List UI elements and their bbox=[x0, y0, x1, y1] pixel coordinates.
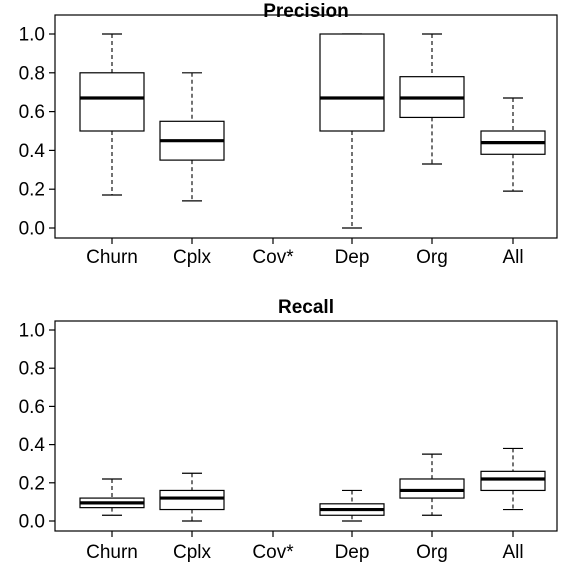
x-tick-label: Cplx bbox=[173, 542, 212, 563]
iqr-box bbox=[399, 478, 465, 499]
x-tick-label: All bbox=[502, 247, 523, 268]
x-tick-label: Cplx bbox=[173, 247, 212, 268]
iqr-box bbox=[159, 489, 225, 511]
y-tick-label: 1.0 bbox=[19, 321, 45, 342]
box-dep bbox=[319, 33, 385, 229]
x-tick-label: All bbox=[502, 542, 523, 563]
plot-frame bbox=[54, 14, 558, 239]
panel-recall: Recall 0.0 0.2 0.4 0.6 0.8 1.0 Churn Cplx Cov* Dep… bbox=[19, 297, 558, 563]
y-tick-label: 0.6 bbox=[19, 397, 45, 418]
iqr-box bbox=[79, 72, 145, 132]
y-tick-label: 0.6 bbox=[19, 102, 45, 123]
box-cplx bbox=[159, 472, 225, 522]
iqr-box bbox=[480, 470, 546, 492]
x-tick-label: Cov* bbox=[252, 247, 294, 268]
iqr-box bbox=[319, 33, 385, 132]
box-dep bbox=[319, 489, 385, 522]
y-tick-label: 0.0 bbox=[19, 512, 45, 533]
chart-title: Precision bbox=[263, 1, 349, 22]
y-tick-label: 1.0 bbox=[19, 25, 45, 46]
x-tick-label: Org bbox=[416, 542, 448, 563]
x-tick-label: Churn bbox=[86, 247, 138, 268]
panel-precision: Precision 0.0 0.2 0.4 0.6 0.8 1.0 Churn Cplx Cov*… bbox=[19, 1, 558, 268]
box-org bbox=[399, 33, 465, 165]
x-tick-label: Dep bbox=[335, 542, 370, 563]
y-tick-label: 0.8 bbox=[19, 63, 45, 84]
x-tick-label: Dep bbox=[335, 247, 370, 268]
box-all bbox=[480, 97, 546, 192]
chart-title: Recall bbox=[278, 297, 334, 318]
y-tick-label: 0.2 bbox=[19, 180, 45, 201]
x-tick-label: Churn bbox=[86, 542, 138, 563]
box-org bbox=[399, 453, 465, 516]
y-tick-label: 0.4 bbox=[19, 141, 46, 162]
box-churn bbox=[79, 478, 145, 516]
y-tick-label: 0.4 bbox=[19, 435, 46, 456]
box-cplx bbox=[159, 72, 225, 202]
box-all bbox=[480, 447, 546, 511]
y-tick-label: 0.0 bbox=[19, 219, 45, 240]
box-churn bbox=[79, 33, 145, 196]
y-tick-label: 0.2 bbox=[19, 473, 45, 494]
plot-frame bbox=[54, 320, 558, 532]
y-tick-label: 0.8 bbox=[19, 359, 45, 380]
x-tick-label: Org bbox=[416, 247, 448, 268]
x-tick-label: Cov* bbox=[252, 542, 294, 563]
